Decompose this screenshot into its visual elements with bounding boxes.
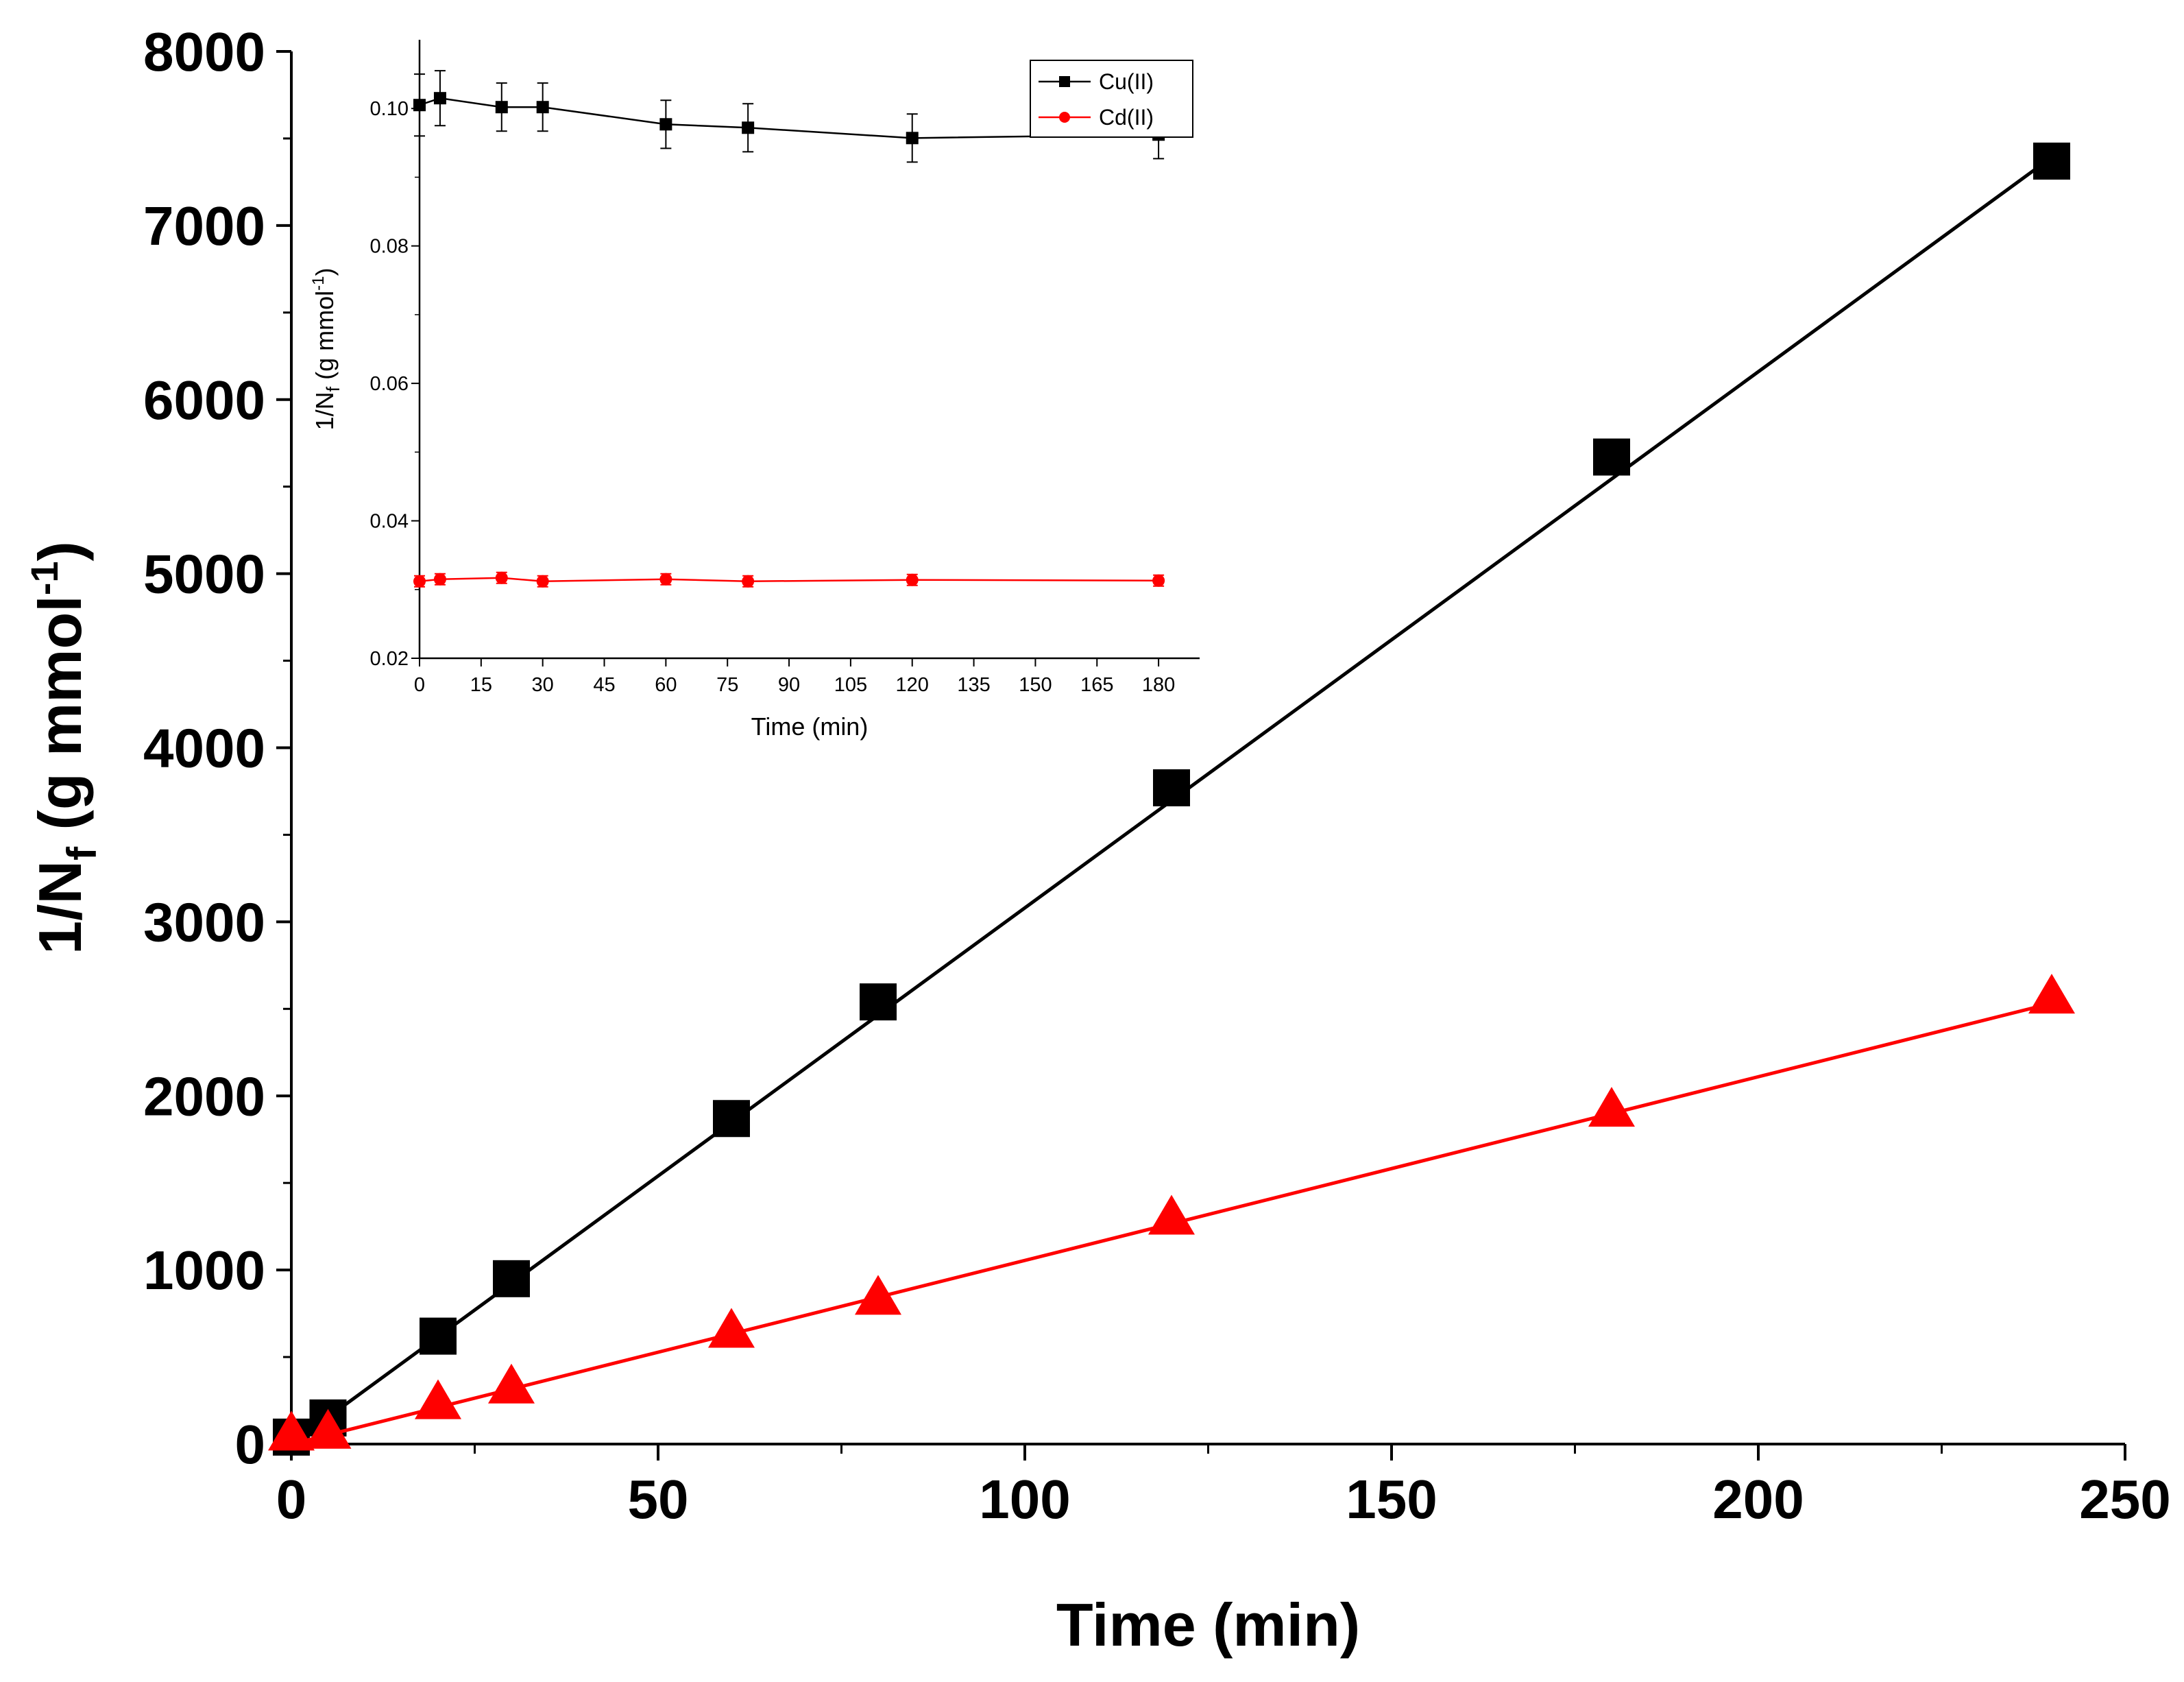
inset-line-cd	[419, 577, 1159, 583]
inset-point-cd	[433, 573, 446, 586]
main-y-tick-label: 3000	[143, 891, 265, 952]
inset-x-tick-label: 120	[896, 674, 929, 696]
inset-x-tick-label: 165	[1080, 674, 1113, 696]
main-point-cu	[1153, 769, 1190, 806]
main-point-cd	[1148, 1194, 1195, 1235]
inset-x-tick-label: 30	[532, 674, 554, 696]
main-point-cd	[1588, 1087, 1635, 1127]
inset-x-tick-label: 15	[470, 674, 492, 696]
inset-y-tick-label: 0.10	[370, 98, 409, 120]
inset-point-cd	[536, 575, 549, 588]
inset-x-tick-label: 135	[957, 674, 990, 696]
main-x-tick-label: 0	[276, 1469, 307, 1530]
main-y-tick-label: 2000	[143, 1066, 265, 1127]
main-y-axis-label: 1/Nf (g mmol-1)	[23, 541, 105, 954]
inset-x-tick-label: 105	[834, 674, 867, 696]
inset-x-tick-label: 75	[716, 674, 738, 696]
inset-y-axis-label-part: f	[323, 386, 343, 392]
inset-point-cd	[1152, 574, 1165, 587]
main-point-cd	[2028, 974, 2075, 1014]
main-y-tick-label: 8000	[143, 21, 265, 82]
main-point-cd	[708, 1308, 755, 1348]
inset-point-cd	[495, 571, 508, 584]
main-y-axis-label-part: (g mmol	[26, 595, 94, 847]
inset-line-cu	[419, 97, 1159, 139]
main-point-cd	[488, 1363, 535, 1404]
main-y-tick-label: 1000	[143, 1240, 265, 1301]
main-y-tick-label: 7000	[143, 195, 265, 256]
main-point-cu	[493, 1260, 530, 1297]
main-x-tick-label: 100	[979, 1469, 1070, 1530]
legend-label-cd: Cd(II)	[1099, 105, 1154, 130]
main-y-axis-label-part: )	[26, 541, 94, 561]
inset-y-tick-label: 0.06	[370, 373, 409, 395]
inset-legend: Cu(II) Cd(II)	[1030, 60, 1193, 138]
inset-point-cu	[536, 101, 549, 114]
inset-x-tick-label: 180	[1142, 674, 1175, 696]
inset-y-axis-label-part: 1/N	[311, 392, 339, 430]
main-point-cd	[268, 1410, 315, 1451]
inset-point-cd	[906, 573, 919, 586]
inset-point-cu	[906, 132, 919, 145]
inset-plot: 0.02 0.04 0.06 0.08 0.10 0 15 30 45 60 75 90 105 120 1…	[309, 33, 1206, 741]
inset-point-cd	[413, 575, 426, 588]
inset-point-cu	[413, 99, 426, 112]
main-x-tick-label: 150	[1346, 1469, 1437, 1530]
inset-y-tick-label: 0.02	[370, 648, 409, 670]
main-point-cu	[2033, 142, 2070, 180]
main-point-cd	[304, 1408, 352, 1449]
main-point-cu	[713, 1100, 750, 1138]
inset-x-tick-label: 90	[778, 674, 800, 696]
main-x-tick-label: 50	[628, 1469, 689, 1530]
inset-point-cu	[659, 118, 672, 131]
inset-point-cu	[495, 101, 508, 114]
inset-point-cd	[742, 575, 755, 588]
inset-x-axis-label: Time (min)	[751, 712, 869, 741]
inset-y-tick-label: 0.08	[370, 236, 409, 258]
inset-x-tick-label: 0	[414, 674, 425, 696]
main-y-axis-label-part: 1/N	[26, 861, 94, 954]
inset-x-tick-label: 45	[593, 674, 615, 696]
main-x-axis-label: Time (min)	[1056, 1591, 1360, 1659]
inset-point-cu	[742, 121, 755, 134]
main-y-axis-label-part: -1	[23, 561, 66, 595]
inset-y-tick-label: 0.04	[370, 511, 409, 533]
inset-x-tick-label: 150	[1019, 674, 1052, 696]
main-point-cu	[1593, 438, 1630, 476]
inset-y-axis-label-part: -1	[309, 276, 328, 291]
legend-box	[1030, 60, 1193, 138]
main-point-cu	[420, 1317, 457, 1355]
inset-x-tick-label: 60	[655, 674, 677, 696]
main-point-cd	[855, 1275, 901, 1315]
main-y-tick-label: 0	[235, 1414, 266, 1475]
inset-y-axis-label: 1/Nf (g mmol-1)	[309, 268, 343, 431]
inset-point-cd	[659, 573, 672, 586]
legend-marker-cu	[1059, 76, 1070, 87]
main-y-tick-label: 5000	[143, 544, 265, 605]
legend-marker-cd	[1059, 112, 1070, 123]
legend-label-cu: Cu(II)	[1099, 69, 1154, 94]
main-y-axis-label-part: f	[59, 846, 105, 861]
main-y-tick-label: 6000	[143, 370, 265, 431]
inset-y-axis-label-part: )	[311, 268, 339, 276]
main-x-tick-label: 200	[1712, 1469, 1804, 1530]
inset-y-axis-label-part: (g mmol	[311, 291, 339, 387]
main-y-tick-label: 4000	[143, 718, 265, 779]
inset-point-cu	[433, 92, 446, 105]
main-point-cd	[415, 1379, 461, 1419]
main-point-cu	[860, 983, 897, 1021]
main-x-tick-label: 250	[2079, 1469, 2170, 1530]
